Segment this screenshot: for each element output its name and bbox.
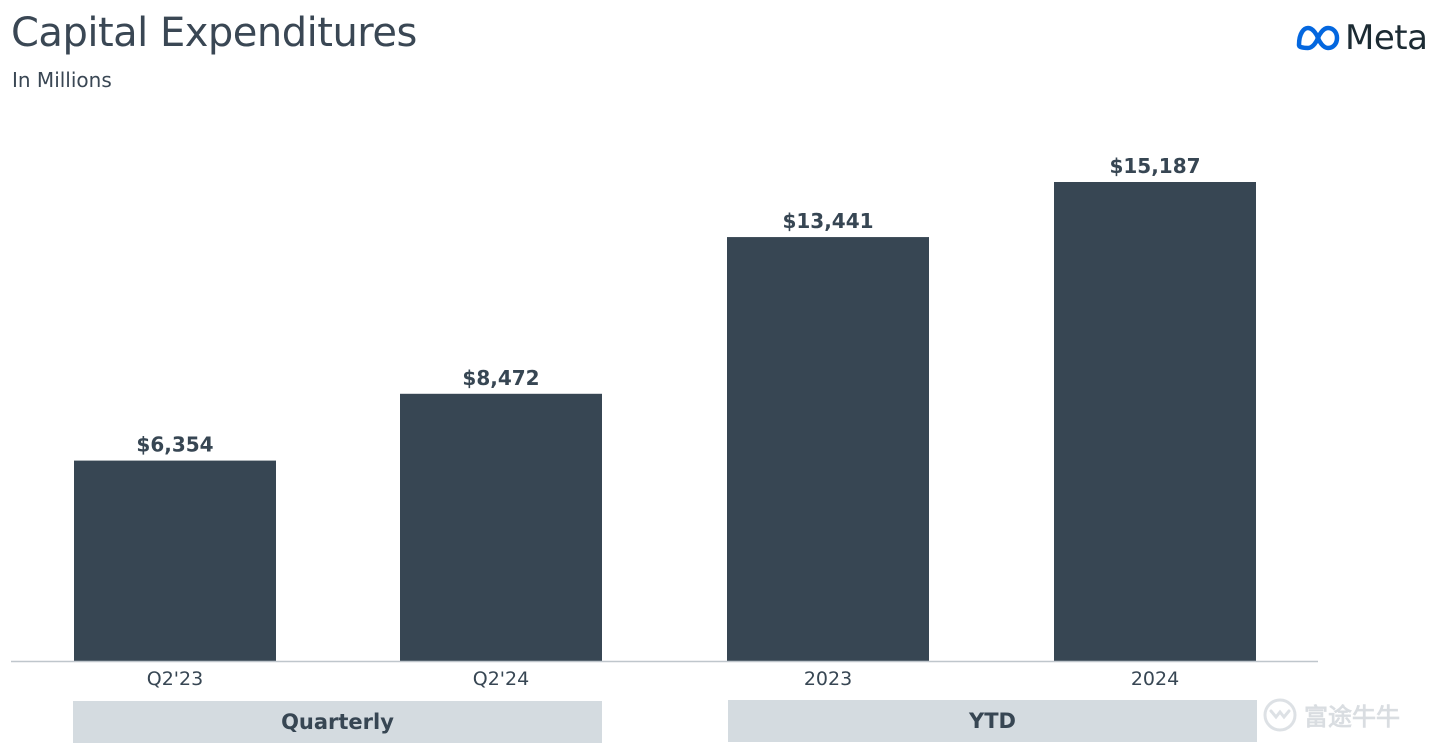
data-label-2: $13,441 bbox=[782, 209, 873, 233]
group-label-ytd: YTD bbox=[728, 700, 1257, 742]
chart-subtitle: In Millions bbox=[12, 68, 112, 92]
data-label-1: $8,472 bbox=[462, 366, 539, 390]
bar-2 bbox=[727, 237, 929, 661]
bar-1 bbox=[400, 393, 602, 661]
meta-logo: Meta bbox=[1295, 18, 1428, 58]
x-tick-label-2: 2023 bbox=[804, 668, 852, 690]
group-label-quarterly-text: Quarterly bbox=[281, 710, 394, 734]
group-label-quarterly: Quarterly bbox=[73, 701, 602, 743]
group-label-ytd-text: YTD bbox=[969, 709, 1016, 733]
x-tick-label-0: Q2'23 bbox=[147, 668, 203, 690]
futu-bull-icon bbox=[1263, 698, 1297, 731]
watermark: 富途牛牛 bbox=[1262, 697, 1400, 732]
bar-3 bbox=[1054, 182, 1256, 661]
meta-infinity-icon bbox=[1296, 25, 1340, 51]
data-label-3: $15,187 bbox=[1109, 154, 1200, 178]
meta-wordmark: Meta bbox=[1345, 18, 1428, 58]
bar-0 bbox=[74, 460, 276, 661]
x-tick-label-3: 2024 bbox=[1131, 668, 1179, 690]
x-tick-label-1: Q2'24 bbox=[473, 668, 529, 690]
watermark-text: 富途牛牛 bbox=[1304, 703, 1400, 731]
chart-title: Capital Expenditures bbox=[11, 10, 417, 56]
data-label-0: $6,354 bbox=[136, 433, 213, 457]
